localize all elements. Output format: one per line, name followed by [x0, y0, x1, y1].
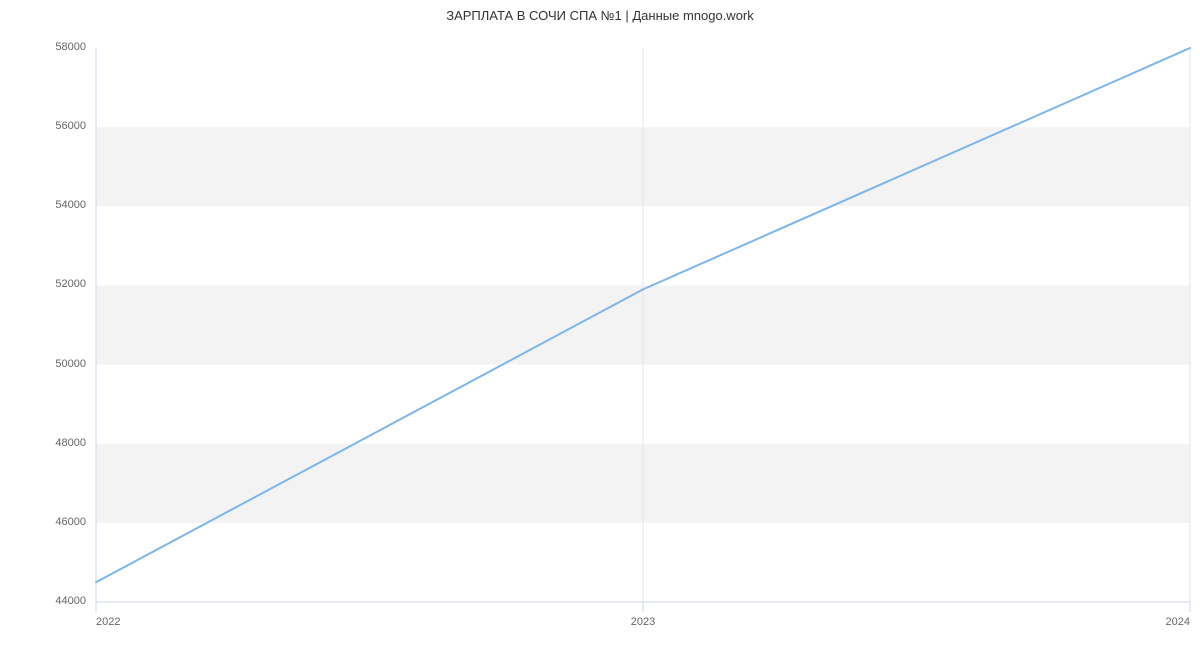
salary-line-chart: ЗАРПЛАТА В СОЧИ СПА №1 | Данные mnogo.wo… — [0, 0, 1200, 650]
plot-area — [96, 48, 1190, 602]
y-tick-label: 52000 — [0, 278, 86, 290]
chart-title: ЗАРПЛАТА В СОЧИ СПА №1 | Данные mnogo.wo… — [0, 8, 1200, 23]
y-tick-label: 54000 — [0, 199, 86, 211]
x-tick-label: 2022 — [96, 616, 120, 628]
y-tick-label: 44000 — [0, 595, 86, 607]
y-tick-label: 56000 — [0, 120, 86, 132]
x-tick-label: 2023 — [623, 616, 663, 628]
y-tick-label: 58000 — [0, 41, 86, 53]
plot-svg — [96, 48, 1190, 614]
y-tick-label: 50000 — [0, 358, 86, 370]
y-tick-label: 48000 — [0, 437, 86, 449]
y-tick-label: 46000 — [0, 516, 86, 528]
x-tick-label: 2024 — [1150, 616, 1190, 628]
